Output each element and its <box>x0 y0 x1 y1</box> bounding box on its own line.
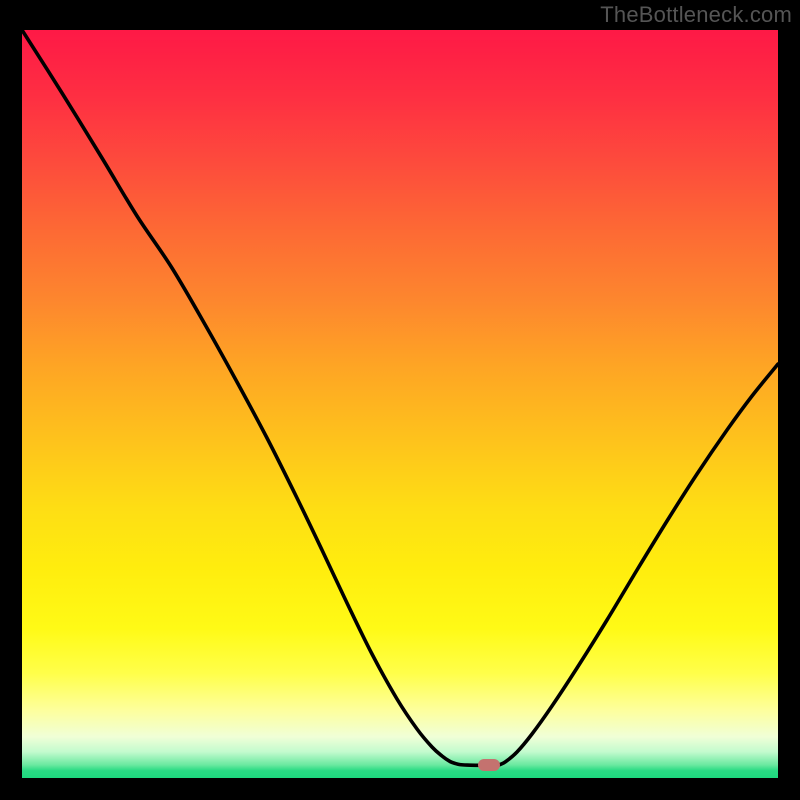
optimal-point-marker <box>478 759 500 771</box>
figure-root: TheBottleneck.com <box>0 0 800 800</box>
curve-path <box>22 30 778 765</box>
bottleneck-curve <box>22 30 778 778</box>
watermark-text: TheBottleneck.com <box>600 2 792 28</box>
plot-area <box>22 30 778 778</box>
